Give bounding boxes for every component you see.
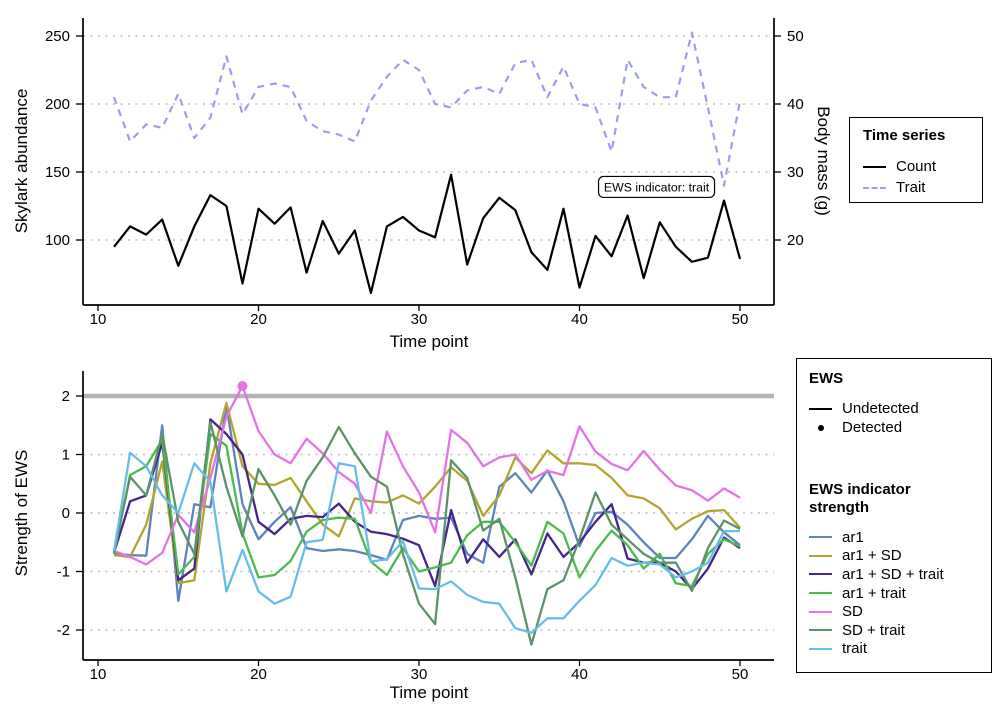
time-series-legend-title: Time series — [863, 127, 946, 144]
legend-label: ar1 + SD — [842, 547, 902, 565]
legend-label: Trait — [896, 179, 926, 196]
legend-key-line — [809, 407, 832, 410]
top-y2-axis-title: Body mass (g) — [814, 106, 833, 216]
legend-label: Detected — [842, 419, 903, 436]
svg-text:-2: -2 — [57, 622, 70, 639]
svg-text:150: 150 — [45, 164, 70, 181]
bottom-y-axis-title: Strength of EWS — [12, 450, 31, 577]
svg-text:40: 40 — [787, 96, 804, 113]
svg-text:50: 50 — [732, 666, 749, 683]
svg-text:30: 30 — [411, 666, 428, 683]
legend-item-ar1-trait: ar1 + trait — [809, 584, 991, 603]
svg-text:-1: -1 — [57, 564, 70, 581]
legend-label: SD — [842, 603, 863, 621]
legend-label: ar1 + trait — [842, 584, 906, 602]
bottom-x-axis-title: Time point — [390, 683, 469, 702]
time-series-legend-items: Count Trait — [863, 156, 982, 198]
svg-text:50: 50 — [787, 28, 804, 45]
ews-legend-items: Undetected Detected — [809, 399, 991, 437]
svg-text:0: 0 — [62, 505, 70, 522]
legend-key-line — [809, 536, 832, 539]
svg-text:30: 30 — [787, 164, 804, 181]
legend-item-ar1-sd: ar1 + SD — [809, 547, 991, 566]
legend-item-sd: SD — [809, 602, 991, 621]
legend-label: ar1 + SD + trait — [842, 565, 944, 583]
legend-key-line — [809, 610, 832, 613]
svg-text:10: 10 — [90, 311, 107, 328]
legend-item-sd-trait: SD + trait — [809, 621, 991, 640]
legend-item-detected: Detected — [809, 418, 991, 437]
legend-item-trait: Trait — [863, 177, 982, 198]
legend-key-point — [809, 424, 832, 431]
svg-text:10: 10 — [90, 666, 107, 683]
svg-text:200: 200 — [45, 96, 70, 113]
legend-key-line — [863, 165, 886, 168]
strength-legend-title: EWS indicator strength — [809, 481, 911, 516]
top-chart: 100 150 200 250 20 30 40 50 10 20 30 40 50 EWS indica… — [12, 18, 833, 351]
time-series-legend: Time series Count Trait — [849, 117, 983, 203]
svg-text:40: 40 — [571, 666, 588, 683]
legend-key-line — [809, 592, 832, 595]
svg-text:1: 1 — [62, 447, 70, 464]
svg-text:20: 20 — [250, 666, 267, 683]
svg-text:30: 30 — [411, 311, 428, 328]
legend-item-count: Count — [863, 156, 982, 177]
bottom-chart: -2 -1 0 1 2 10 20 30 40 50 Strength of EWS Time p… — [12, 371, 774, 702]
legend-item-ar1: ar1 — [809, 528, 991, 547]
svg-text:250: 250 — [45, 28, 70, 45]
legend-label: SD + trait — [842, 621, 905, 639]
top-y-axis-title: Skylark abundance — [12, 89, 31, 234]
ews-legend-title: EWS — [809, 370, 844, 387]
svg-text:40: 40 — [571, 311, 588, 328]
svg-text:100: 100 — [45, 232, 70, 249]
strength-legend-items: ar1 ar1 + SD ar1 + SD + trait ar1 + trait SD… — [809, 528, 991, 658]
svg-text:20: 20 — [787, 232, 804, 249]
legend-key-line — [809, 647, 832, 650]
detected-point — [237, 381, 248, 392]
legend-label: ar1 — [842, 528, 864, 546]
legend-label: Count — [896, 158, 937, 175]
svg-text:50: 50 — [732, 311, 749, 328]
legend-key-line — [809, 554, 832, 557]
legend-label: trait — [842, 640, 868, 658]
top-x-axis-title: Time point — [390, 332, 469, 351]
legend-label: Undetected — [842, 400, 919, 417]
ews-legend: EWS Undetected Detected EWS indicator str… — [796, 358, 992, 673]
legend-key-line — [809, 629, 832, 632]
annotation-ews-indicator: EWS indicator: trait — [604, 180, 710, 194]
legend-key-line — [863, 186, 886, 189]
svg-text:2: 2 — [62, 388, 70, 405]
svg-text:20: 20 — [250, 311, 267, 328]
legend-item-trait: trait — [809, 640, 991, 659]
legend-item-undetected: Undetected — [809, 399, 991, 418]
legend-key-line — [809, 573, 832, 576]
legend-item-ar1-sd-trait: ar1 + SD + trait — [809, 565, 991, 584]
